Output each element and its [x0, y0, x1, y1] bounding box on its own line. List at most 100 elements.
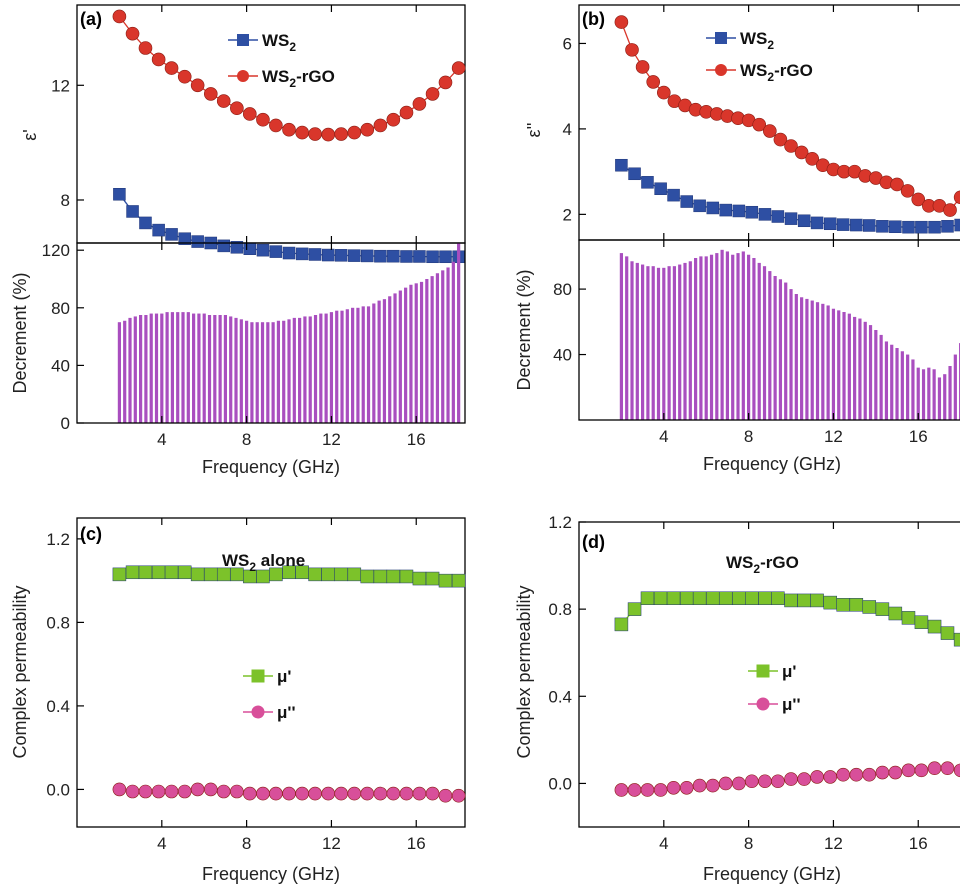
panel-a-series-0-point [165, 228, 178, 241]
panel-a-decrement-bar [282, 320, 286, 423]
panel-c-series-1-point [412, 786, 427, 801]
panel-c-series-1-point [230, 784, 244, 799]
panel-a-decrement-bar [457, 243, 461, 423]
panel-c-series-1-point [373, 786, 388, 801]
panel-b-decrement-bar [646, 266, 650, 420]
panel-d-series-0-point [718, 591, 733, 605]
panel-a-decrement-bar [149, 313, 153, 423]
panel-a-decrement-bar [229, 316, 233, 423]
panel-a-series-1-point [386, 112, 401, 127]
panel-b-decrement-bar [831, 308, 836, 420]
panel-a-decrement-ytick-label: 120 [42, 241, 70, 260]
panel-c-s1-legend-label: μ'' [277, 703, 296, 722]
panel-a-series-1-point [438, 75, 453, 90]
panel-d-s0-legend-marker [756, 664, 770, 678]
panel-b-series-0-point [706, 201, 720, 215]
panel-b-decrement-bar [916, 367, 920, 420]
panel-b-decrement-bar [630, 261, 634, 420]
panel-a-decrement-bar [202, 313, 206, 423]
panel-d-series-1-point [823, 770, 838, 784]
panel-c-series-1-point [177, 784, 192, 799]
panel-b-series-0-point [719, 203, 732, 217]
panel-a-decrement-bar [160, 313, 164, 423]
panel-d-series-0-point [823, 595, 837, 610]
panel-a-decrement-bar [446, 267, 450, 423]
panel-b-series-1-point [890, 177, 904, 192]
panel-b-decrement-bar [641, 264, 645, 420]
panel-a-decrement-bar [409, 284, 413, 423]
panel-b-series-0-point [732, 204, 746, 218]
panel-b-decrement-ytick-label: 80 [553, 280, 572, 299]
panel-a-decrement-bar [218, 315, 222, 423]
panel-d-series-0-point [836, 598, 850, 612]
panel-b-decrement-bar [868, 325, 873, 420]
panel-d-series-1-point [888, 765, 903, 780]
panel-b-decrement-bar [863, 321, 867, 420]
panel-b-s1-legend-marker [715, 64, 727, 76]
panel-d-series-1-point [953, 763, 960, 778]
panel-c-s1-legend-marker [251, 705, 265, 719]
panel-b-decrement-bar [678, 264, 682, 420]
panel-d-series-1-point [836, 767, 850, 782]
panel-a-ylabel: ε' [20, 129, 40, 140]
panel-a-decrement-bar [207, 315, 212, 423]
panel-c-series-0-point [451, 573, 466, 588]
panel-d-xtick-label: 8 [744, 834, 753, 853]
panel-b-s0-legend-marker [715, 32, 727, 44]
panel-b-decrement-bar [731, 254, 735, 420]
panel-a-series-0-point [126, 205, 139, 218]
panel-a-decrement-bar [287, 319, 291, 423]
panel-b-decrement-bar [715, 253, 719, 420]
panel-c-series-1-point [256, 786, 270, 801]
panel-d-series-1-point [666, 780, 681, 795]
panel-a-decrement-xtick-label: 16 [407, 430, 426, 449]
panel-a-decrement-bar [170, 312, 175, 423]
panel-b-decrement-bar [826, 305, 830, 420]
panel-d-series-1-point [744, 774, 759, 789]
panel-b-series-0-point [954, 218, 960, 232]
panel-c-series-1-point [438, 788, 453, 803]
panel-c-xtick-label: 12 [322, 834, 341, 853]
panel-a-decrement-bar [313, 315, 318, 423]
panel-b-decrement-xtick-label: 16 [909, 427, 928, 446]
panel-b-decrement-bar [948, 366, 952, 420]
panel-b-series-0-point [667, 188, 680, 202]
panel-a-ytick-label: 8 [61, 191, 70, 210]
panel-b-label: (b) [582, 9, 605, 29]
panel-c-series-0-point [308, 567, 322, 582]
panel-a-decrement-bar [329, 312, 334, 423]
panel-b-series-1-point [784, 139, 798, 153]
panel-d-series-1-point [849, 767, 864, 782]
panel-b-decrement-bar [736, 253, 740, 420]
panel-b-series-0-point [889, 220, 902, 234]
panel-a-decrement-bar [377, 300, 381, 423]
panel-b-decrement-bar [927, 367, 931, 420]
panel-a-series-1-point [177, 69, 192, 84]
panel-a-series-1-point [360, 122, 375, 137]
panel-d-label: (d) [582, 532, 605, 552]
panel-a-decrement-ylabel: Decrement (%) [10, 272, 30, 393]
panel-c-series-0-point [164, 565, 179, 580]
panel-c-series-1-point [399, 786, 414, 801]
panel-d-series-0-point [940, 626, 955, 640]
panel-b-xlabel: Frequency (GHz) [703, 454, 841, 474]
panel-a-decrement-bar [223, 315, 228, 423]
panel-b-decrement-bar [837, 310, 841, 420]
panel-d-series-1-point [692, 778, 707, 793]
panel-a-series-0-point [426, 250, 439, 264]
panel-b-decrement-bar [900, 351, 904, 420]
panel-d-series-0-point [706, 591, 720, 605]
panel-b-decrement-xtick-label: 4 [659, 427, 668, 446]
panel-a-decrement-bar [340, 310, 344, 423]
panel-b-decrement-bar [858, 318, 862, 420]
panel-b-decrement-bar [672, 266, 677, 420]
panel-b-s0-legend-label: WS2 [740, 29, 774, 52]
panel-a-decrement-frame [76, 242, 466, 424]
panel-c-series-0-point [177, 565, 192, 580]
panel-c-ytick-label: 0.4 [46, 697, 70, 716]
panel-a-series-1-point [216, 94, 231, 108]
panel-d-series-0-point [875, 602, 890, 616]
panel-a-series-1-point [269, 118, 283, 133]
panel-d-series-1-point [718, 776, 733, 791]
panel-b-series-1-point [773, 132, 788, 147]
